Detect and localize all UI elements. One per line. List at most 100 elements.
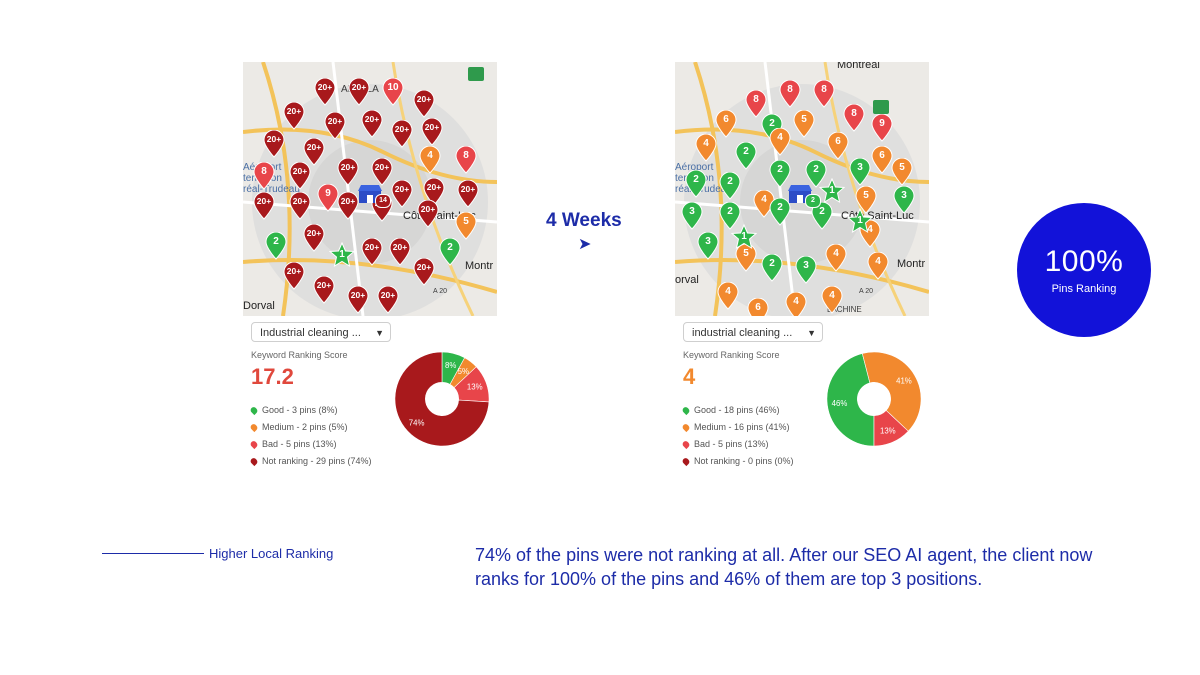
map-pin[interactable]: 6	[747, 297, 769, 316]
map-pin[interactable]: 3	[849, 157, 871, 186]
map-pin[interactable]: 5	[855, 185, 877, 214]
pin-rank: 2	[819, 206, 825, 217]
star-icon[interactable]: 1	[846, 207, 874, 234]
map-pin[interactable]: 10	[382, 77, 404, 106]
before-map[interactable]: AINT-LA Aéroport ternation réal-Trudeau …	[243, 62, 497, 316]
map-pin[interactable]: 4	[785, 291, 807, 316]
map-pin[interactable]: 4	[717, 281, 739, 310]
map-pin[interactable]: 2	[769, 197, 791, 226]
map-pin[interactable]: 4	[821, 285, 843, 314]
map-pin[interactable]: 8	[779, 79, 801, 108]
map-pin[interactable]: 20+	[413, 89, 435, 118]
map-pin[interactable]: 2	[719, 171, 741, 200]
map-pin[interactable]: 20+	[263, 129, 285, 158]
donut-slice	[873, 409, 909, 447]
map-pin[interactable]: 2	[735, 141, 757, 170]
map-pin[interactable]: 20+	[361, 237, 383, 266]
pin-rank: 20+	[286, 106, 302, 116]
map-pin[interactable]: 2	[811, 201, 833, 230]
star-icon[interactable]: 1	[328, 241, 356, 268]
pin-rank: 2	[813, 164, 819, 175]
map-label: Montreal	[837, 62, 880, 71]
map-pin[interactable]: 20+	[423, 177, 445, 206]
map-pin[interactable]: 20+	[324, 111, 346, 140]
map-pin[interactable]: 3	[697, 231, 719, 260]
pin-rank: 4	[875, 256, 881, 267]
map-pin[interactable]: 20+	[337, 157, 359, 186]
legend-label: Not ranking - 0 pins (0%)	[694, 456, 794, 466]
map-pin[interactable]: 2	[719, 201, 741, 230]
map-pin[interactable]: 20+	[347, 285, 369, 314]
map-pin[interactable]: 3	[893, 185, 915, 214]
map-pin[interactable]: 9	[871, 113, 893, 142]
map-pin[interactable]: 20+	[361, 109, 383, 138]
map-pin[interactable]: 6	[715, 109, 737, 138]
map-pin[interactable]: 8	[745, 89, 767, 118]
map-pin[interactable]: 20+	[303, 223, 325, 252]
pin-rank: 4	[427, 150, 433, 161]
map-pin[interactable]: 20+	[348, 77, 370, 106]
pin-icon	[249, 457, 259, 467]
star-icon[interactable]: 1	[730, 223, 758, 250]
map-pin[interactable]: 20+	[314, 77, 336, 106]
keyword-dropdown[interactable]: Industrial cleaning ... ▼	[251, 322, 391, 342]
map-pin[interactable]: 20+	[283, 101, 305, 130]
map-pin[interactable]: 20+	[457, 179, 479, 208]
map-pin[interactable]: 2	[685, 169, 707, 198]
pin-rank: 10	[387, 82, 399, 93]
map-pin[interactable]: 20+	[421, 117, 443, 146]
map-pin[interactable]: 3	[795, 255, 817, 284]
store-icon[interactable]: 14	[357, 184, 391, 208]
map-pin[interactable]: 20+	[289, 191, 311, 220]
pin-rank: 9	[879, 118, 885, 129]
map-pin[interactable]: 20+	[313, 275, 335, 304]
map-pin[interactable]: 4	[867, 251, 889, 280]
keyword-dropdown[interactable]: industrial cleaning ... ▼	[683, 322, 823, 342]
map-pin[interactable]: 20+	[377, 285, 399, 314]
map-pin[interactable]: 5	[455, 211, 477, 240]
pin-icon	[681, 423, 691, 433]
map-pin[interactable]: 20+	[289, 161, 311, 190]
map-pin[interactable]: 2	[439, 237, 461, 266]
after-map[interactable]: Montreal Aéroport ternation réal-Trudeau…	[675, 62, 929, 316]
map-pin[interactable]: 20+	[417, 199, 439, 228]
map-pin[interactable]: 20+	[337, 191, 359, 220]
map-pin[interactable]: 2	[265, 231, 287, 260]
map-pin[interactable]: 4	[695, 133, 717, 162]
map-pin[interactable]: 5	[891, 157, 913, 186]
map-pin[interactable]: 8	[843, 103, 865, 132]
pin-rank: 20+	[266, 134, 282, 144]
map-pin[interactable]: 20+	[391, 119, 413, 148]
pin-rank: 2	[273, 236, 279, 247]
map-pin[interactable]: 3	[681, 201, 703, 230]
map-pin[interactable]: 4	[769, 127, 791, 156]
map-pin[interactable]: 2	[761, 253, 783, 282]
map-pin[interactable]: 8	[813, 79, 835, 108]
map-pin[interactable]: 2	[805, 159, 827, 188]
map-pin[interactable]: 5	[793, 109, 815, 138]
map-pin[interactable]: 20+	[303, 137, 325, 166]
legend-label: Medium - 16 pins (41%)	[694, 422, 790, 432]
map-pin[interactable]: 2	[769, 159, 791, 188]
pin-rank: 2	[727, 176, 733, 187]
pins-ranking-badge: 100% Pins Ranking	[1017, 203, 1151, 337]
map-pin[interactable]: 20+	[413, 257, 435, 286]
score-label: Keyword Ranking Score	[251, 350, 348, 360]
pin-rank: 5	[863, 190, 869, 201]
map-pin[interactable]: 4	[825, 243, 847, 272]
map-pin[interactable]: 20+	[391, 179, 413, 208]
map-pin[interactable]: 6	[827, 131, 849, 160]
map-pin[interactable]: 8	[253, 161, 275, 190]
map-pin[interactable]: 4	[419, 145, 441, 174]
map-pin[interactable]: 20+	[283, 261, 305, 290]
star-icon[interactable]: 1	[818, 177, 846, 204]
map-pin[interactable]: 8	[455, 145, 477, 174]
map-pin[interactable]: 20+	[371, 157, 393, 186]
map-pin[interactable]: 20+	[253, 191, 275, 220]
map-pin[interactable]: 20+	[389, 237, 411, 266]
pin-rank: 4	[761, 194, 767, 205]
map-pin[interactable]: 6	[871, 145, 893, 174]
store-icon[interactable]: 2	[787, 184, 821, 208]
map-pin[interactable]: 9	[317, 183, 339, 212]
pin-rank: 2	[447, 242, 453, 253]
